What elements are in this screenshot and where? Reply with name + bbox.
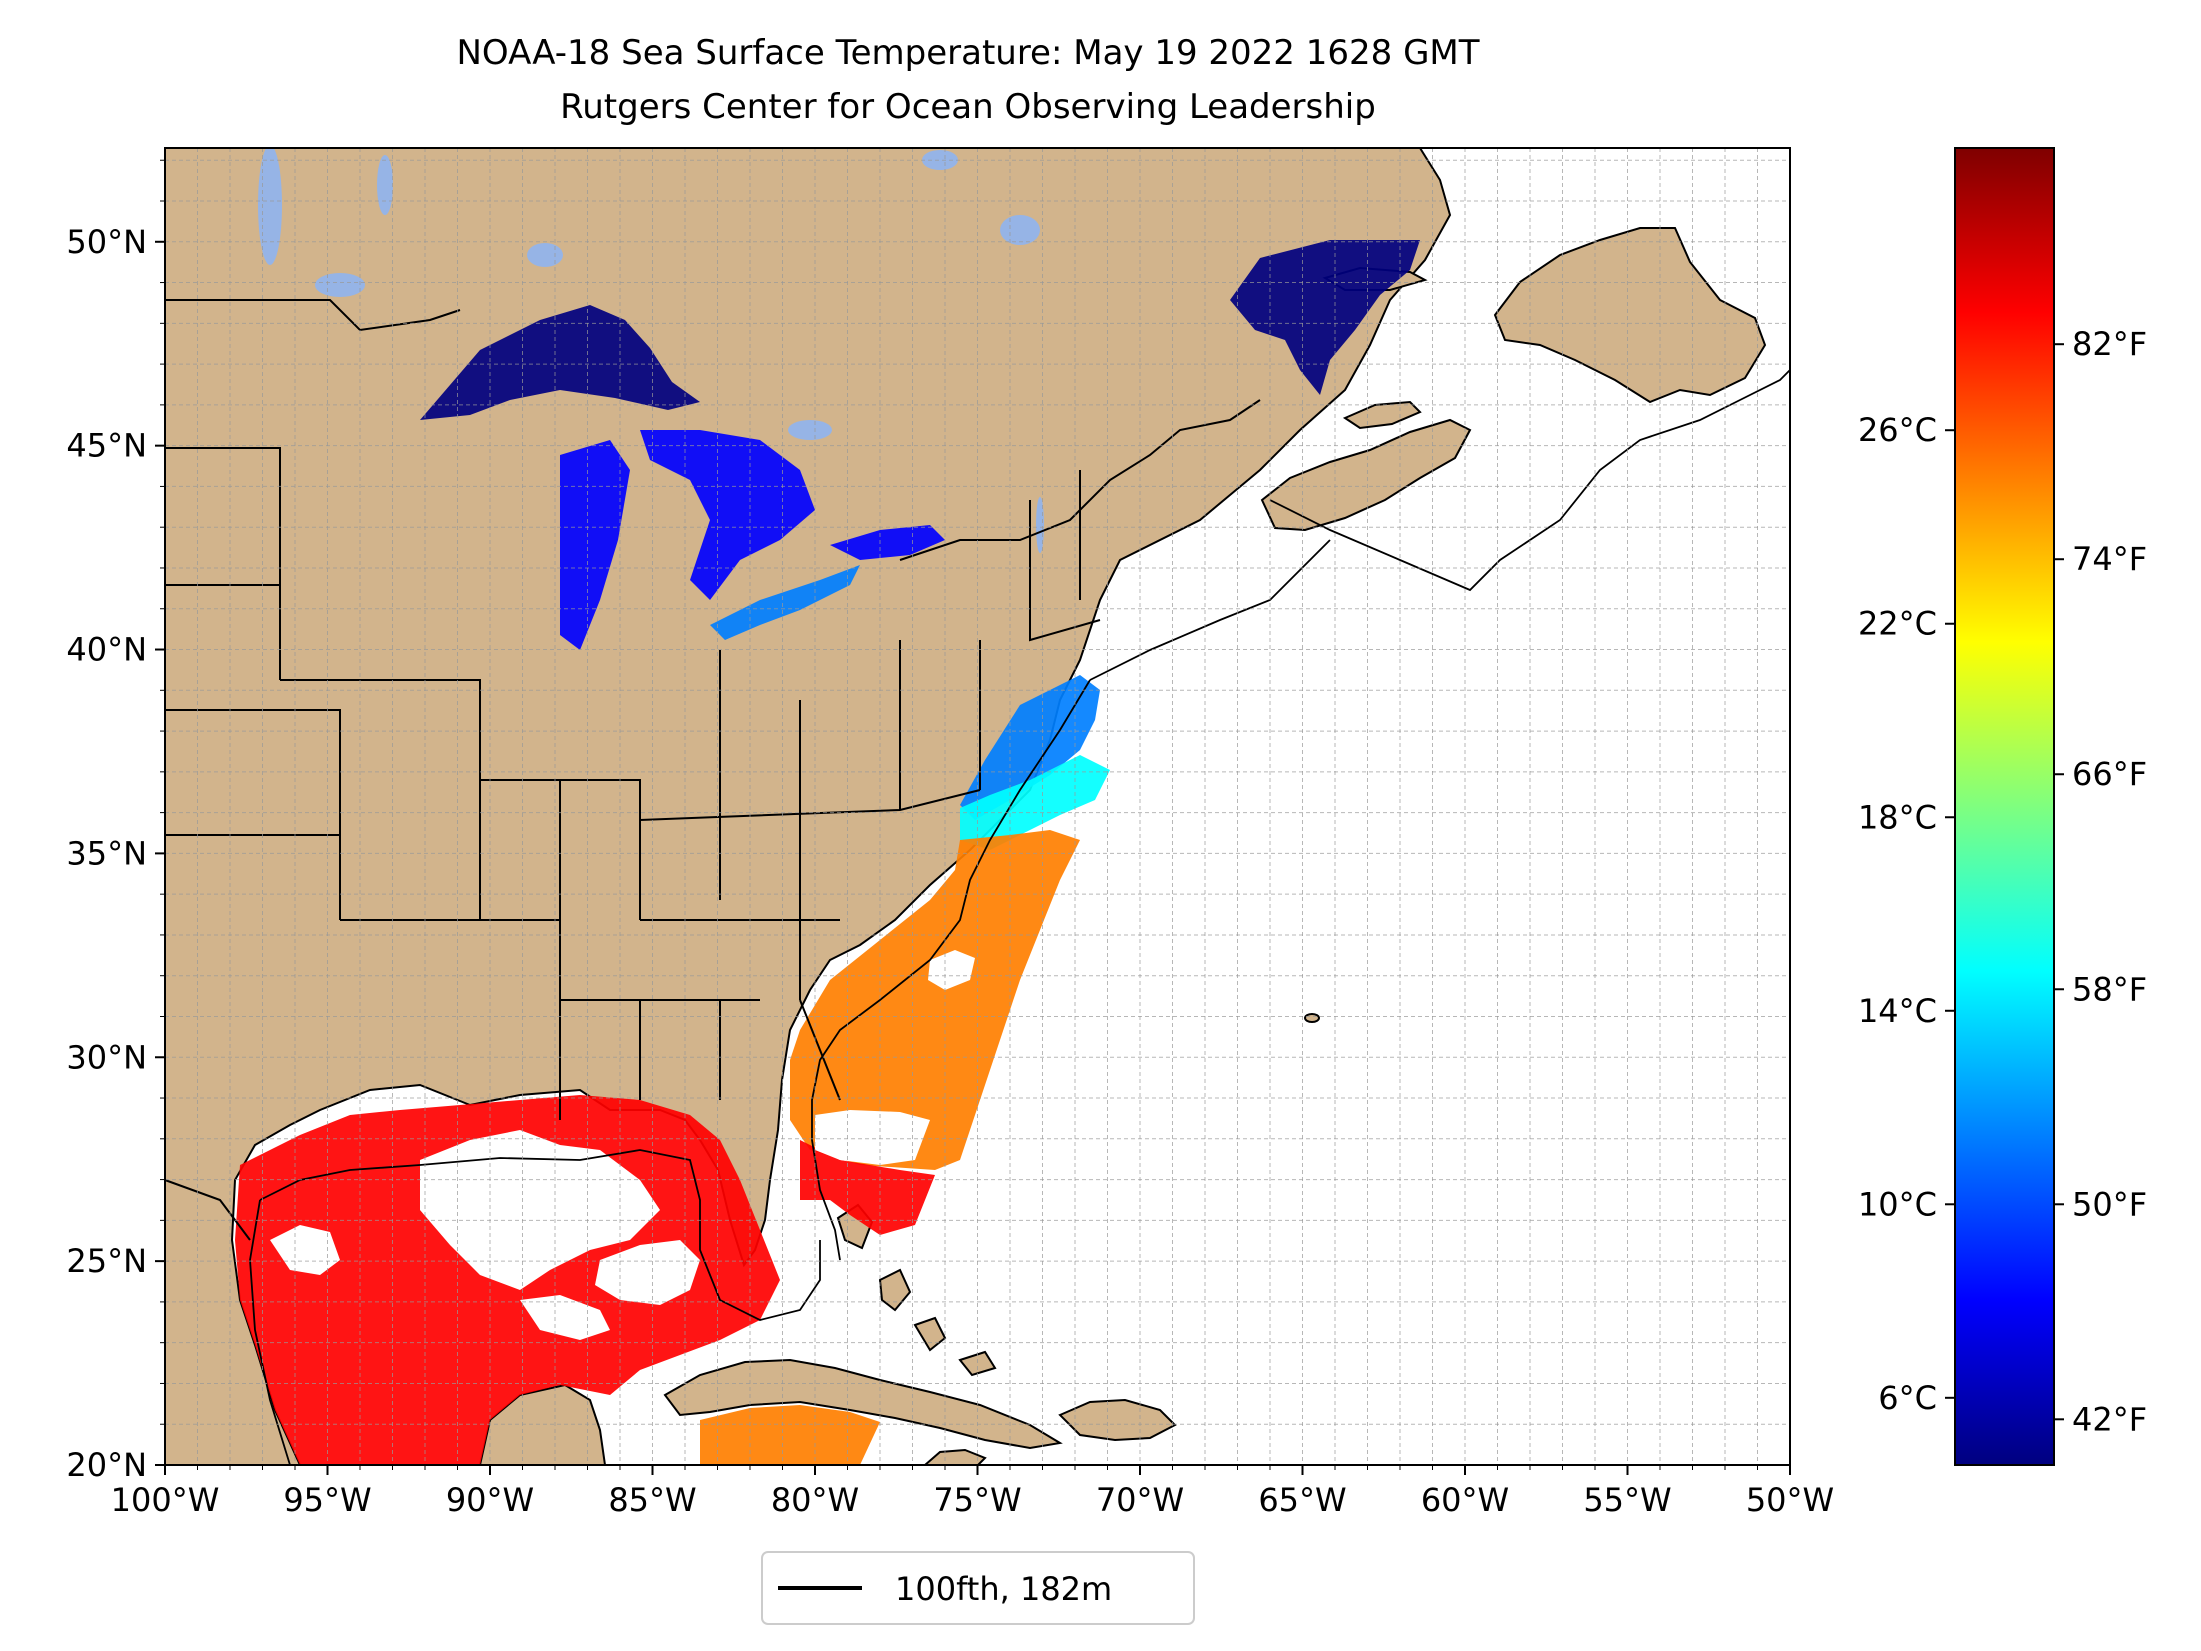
lake-mistassini: [922, 150, 958, 170]
lat-tick-label: 35°N: [66, 834, 147, 872]
lon-tick-label: 60°W: [1421, 1481, 1509, 1519]
colorbar-f-tick-label: 42°F: [2072, 1400, 2147, 1438]
colorbar-c-tick-label: 26°C: [1858, 411, 1937, 449]
colorbar-fahrenheit-ticks: 42°F 50°F 58°F 66°F 74°F 82°F: [2054, 325, 2147, 1438]
colorbar-f-tick-label: 58°F: [2072, 970, 2147, 1008]
border-canada-us-east: [899, 399, 1261, 561]
title-line-2: Rutgers Center for Ocean Observing Leade…: [560, 87, 1376, 127]
cloud-atlantic-se: [815, 1110, 930, 1165]
lon-tick-label: 85°W: [608, 1481, 696, 1519]
border-state-5: [280, 679, 481, 920]
lake-winnipegosis: [377, 155, 393, 215]
lat-tick-label: 45°N: [66, 427, 147, 465]
lon-tick-label: 90°W: [446, 1481, 534, 1519]
lon-tick-label: 70°W: [1096, 1481, 1184, 1519]
land-north-america: [165, 148, 1452, 1465]
land-bahamas-4: [958, 1350, 997, 1377]
border-state-3: [165, 709, 341, 920]
colorbar-c-tick-label: 14°C: [1858, 992, 1937, 1030]
colorbar-f-tick-label: 82°F: [2072, 325, 2147, 363]
colorbar-f-tick-label: 66°F: [2072, 755, 2147, 793]
land-cuba: [663, 1358, 1063, 1450]
colorbar-ramp: [1955, 148, 2054, 1465]
sst-florida-east: [800, 1140, 935, 1235]
land-pei: [1342, 400, 1422, 430]
colorbar-c-tick-label: 6°C: [1878, 1379, 1937, 1417]
cloud-gulf-east: [595, 1240, 700, 1305]
colorbar-celsius-ticks: 6°C 10°C 14°C 18°C 22°C 26°C: [1858, 411, 1955, 1417]
border-state-19: [1029, 500, 1101, 642]
sst-lake-superior: [420, 305, 700, 420]
border-state-1: [165, 447, 281, 680]
cloud-gulf-west: [270, 1225, 340, 1275]
land-bahamas-2: [878, 1268, 912, 1312]
sst-caribbean: [700, 1405, 880, 1465]
longitude-ticks: 100°W 95°W 90°W 85°W 80°W 75°W 70°W 65°W 60°W 55°…: [111, 1465, 1834, 1519]
legend: 100fth, 182m: [761, 1551, 1195, 1625]
legend-label: 100fth, 182m: [895, 1570, 1112, 1608]
border-state-16: [799, 999, 841, 1101]
sst-gulf-stream: [790, 830, 1080, 1170]
land-nova-scotia: [1260, 418, 1472, 532]
inland-lakes: [258, 148, 1044, 553]
land-hispaniola: [1058, 1398, 1177, 1442]
lat-tick-label: 30°N: [66, 1038, 147, 1076]
land-yucatan: [478, 1383, 607, 1465]
lake-champlain: [1036, 497, 1044, 553]
latitude-ticks: 20°N 25°N 30°N 35°N 40°N 45°N 50°N: [66, 159, 165, 1484]
colorbar-f-tick-label: 74°F: [2072, 540, 2147, 578]
title-line-1: NOAA-18 Sea Surface Temperature: May 19 …: [456, 33, 1479, 73]
lat-tick-label: 50°N: [66, 223, 147, 261]
border-state-7: [480, 779, 641, 920]
lon-tick-label: 80°W: [771, 1481, 859, 1519]
lon-tick-label: 75°W: [933, 1481, 1021, 1519]
colorbar-c-tick-label: 22°C: [1858, 605, 1937, 643]
lake-winnipeg: [258, 148, 282, 265]
lon-tick-label: 50°W: [1746, 1481, 1834, 1519]
land-bermuda: [1304, 1013, 1320, 1023]
lat-tick-label: 25°N: [66, 1242, 147, 1280]
sst-lake-michigan: [560, 440, 630, 650]
colorbar: 42°F 50°F 58°F 66°F 74°F 82°F 6°C 10°C 14°C 18°C…: [1858, 147, 2147, 1466]
lat-tick-label: 40°N: [66, 631, 147, 669]
isobath-gulf: [259, 1149, 821, 1321]
cloud-gulf-stream: [928, 950, 975, 990]
isobath-atlantic: [1269, 369, 1790, 592]
land-jamaica: [923, 1448, 987, 1465]
sst-lake-ontario: [830, 525, 945, 560]
colorbar-c-tick-label: 18°C: [1858, 798, 1937, 836]
sst-gulf-st-lawrence: [1230, 240, 1420, 395]
lake-nipigon: [527, 243, 563, 267]
lake-nipissing: [788, 420, 832, 440]
lake-woods: [315, 273, 365, 297]
isobath-gulf-west: [249, 1199, 291, 1465]
colorbar-f-tick-label: 50°F: [2072, 1185, 2147, 1223]
map-panel: 100°W 95°W 90°W 85°W 80°W 75°W 70°W 65°W 60°W 55°…: [66, 147, 1834, 1519]
lat-tick-label: 20°N: [66, 1446, 147, 1484]
lon-tick-label: 100°W: [111, 1481, 220, 1519]
cloud-gulf-north: [420, 1130, 660, 1290]
lon-tick-label: 95°W: [283, 1481, 371, 1519]
lon-tick-label: 55°W: [1583, 1481, 1671, 1519]
legend-box: [761, 1551, 1195, 1625]
sst-mid-atlantic-cold: [960, 675, 1100, 820]
sst-lake-erie: [710, 565, 860, 640]
border-mexico-us: [165, 1179, 251, 1241]
lake-st-john: [1000, 215, 1040, 245]
colorbar-c-tick-label: 10°C: [1858, 1185, 1937, 1223]
lon-tick-label: 65°W: [1258, 1481, 1346, 1519]
colorbar-frame: [1954, 147, 2055, 1466]
sst-lake-huron: [640, 430, 815, 600]
map-grid: [165, 148, 1790, 1465]
land-newfoundland: [1493, 227, 1767, 404]
